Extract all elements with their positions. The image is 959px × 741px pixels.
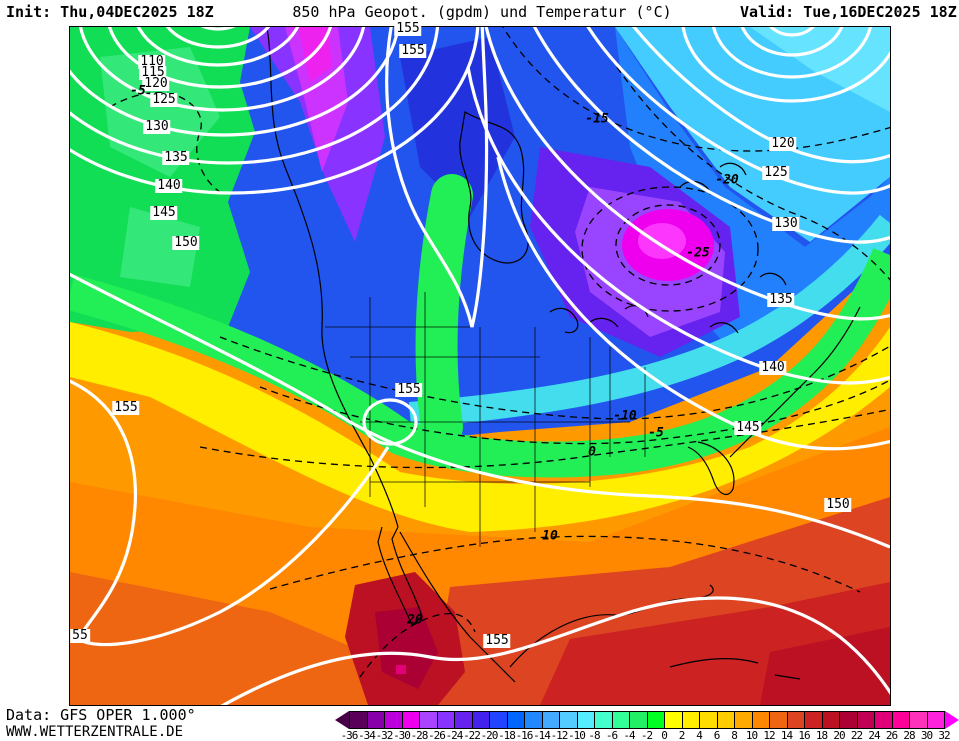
- colorbar-tick-label: -36: [340, 729, 359, 741]
- temperature-colorbar: [335, 711, 959, 729]
- colorbar-cells: [349, 711, 945, 729]
- colorbar-tick-label: 16: [798, 729, 810, 741]
- chart-title: 850 hPa Geopot. (gpdm) und Temperatur (°…: [292, 3, 672, 21]
- colorbar-cell: [840, 712, 858, 728]
- colorbar-tick-label: 12: [763, 729, 775, 741]
- colorbar-tick-label: -6: [605, 729, 618, 741]
- website-label: WWW.WETTERZENTRALE.DE: [6, 724, 184, 740]
- colorbar-cell: [367, 712, 385, 728]
- colorbar-tick-label: -20: [480, 729, 499, 741]
- colorbar-cell: [647, 712, 665, 728]
- colorbar-tick-label: 14: [780, 729, 793, 741]
- colorbar-cell: [402, 712, 420, 728]
- colorbar-tick-label: 10: [745, 729, 758, 741]
- colorbar-cell: [455, 712, 473, 728]
- colorbar-tick-label: 24: [868, 729, 880, 741]
- colorbar-tick-label: 20: [833, 729, 845, 741]
- colorbar-cell: [752, 712, 770, 728]
- colorbar-cell: [420, 712, 438, 728]
- colorbar-cell: [542, 712, 560, 728]
- colorbar-cell: [525, 712, 543, 728]
- colorbar-tick-label: -24: [445, 729, 464, 741]
- colorbar-cell: [857, 712, 875, 728]
- colorbar-tick-label: 30: [920, 729, 933, 741]
- colorbar-cell: [595, 712, 613, 728]
- colorbar-tick-label: -26: [428, 729, 446, 741]
- colorbar-cell: [472, 712, 490, 728]
- colorbar-cell: [560, 712, 578, 728]
- data-source-label: Data: GFS OPER 1.000°: [6, 706, 196, 724]
- colorbar-tick-label: -34: [358, 729, 376, 741]
- colorbar-tick-label: 8: [731, 729, 738, 741]
- colorbar-tick-label: 0: [661, 729, 668, 741]
- init-time-label: Init: Thu,04DEC2025 18Z: [6, 3, 214, 21]
- colorbar-tick-label: -4: [623, 729, 635, 741]
- colorbar-cell: [910, 712, 928, 728]
- colorbar-tick-label: -12: [550, 729, 569, 741]
- colorbar-cell: [577, 712, 595, 728]
- colorbar-tick-label: 18: [815, 729, 828, 741]
- colorbar-cell: [717, 712, 735, 728]
- colorbar-tick-label: -16: [515, 729, 534, 741]
- colorbar-cell: [437, 712, 455, 728]
- colorbar-cell: [630, 712, 648, 728]
- colorbar-cell: [612, 712, 630, 728]
- colorbar-cell: [700, 712, 718, 728]
- colorbar-cell: [665, 712, 683, 728]
- colorbar-tick-label: -30: [393, 729, 411, 741]
- colorbar-tick-label: 6: [713, 729, 721, 741]
- colorbar-cell: [735, 712, 753, 728]
- colorbar-tick-label: 28: [903, 729, 915, 741]
- colorbar-right-arrow-icon: [945, 711, 959, 729]
- colorbar-tick-label: -32: [375, 729, 394, 741]
- colorbar-tick-label: -28: [410, 729, 429, 741]
- colorbar-cell: [927, 712, 944, 728]
- colorbar-tick-label: 22: [850, 729, 863, 741]
- colorbar-tick-label: -22: [463, 729, 481, 741]
- colorbar-tick-label: -2: [640, 729, 653, 741]
- colorbar-left-arrow-icon: [335, 711, 349, 729]
- colorbar-cell: [892, 712, 910, 728]
- colorbar-tick-label: -8: [588, 729, 600, 741]
- colorbar-tick-label: 4: [696, 729, 703, 741]
- colorbar-cell: [787, 712, 805, 728]
- colorbar-cell: [822, 712, 840, 728]
- colorbar-tick-label: -18: [498, 729, 516, 741]
- colorbar-cell: [350, 712, 368, 728]
- colorbar-cell: [682, 712, 700, 728]
- colorbar-cell: [875, 712, 893, 728]
- colorbar-cell: [507, 712, 525, 728]
- colorbar-tick-label: 32: [938, 729, 950, 741]
- colorbar-tick-label: -14: [533, 729, 551, 741]
- colorbar-cell: [385, 712, 403, 728]
- colorbar-tick-label: 2: [678, 729, 686, 741]
- colorbar-cell: [490, 712, 508, 728]
- colorbar-tick-label: -10: [568, 729, 586, 741]
- weather-map: [69, 26, 891, 706]
- colorbar-tick-label: 26: [885, 729, 898, 741]
- valid-time-label: Valid: Tue,16DEC2025 18Z: [740, 3, 957, 21]
- weather-map-svg: [70, 27, 890, 705]
- colorbar-cell: [805, 712, 823, 728]
- colorbar-tick-labels: -36 -34 -32 -30 -28 -26 -24 -22 -20 -18 -16 -14 -12-…: [0, 729, 959, 741]
- colorbar-cell: [770, 712, 788, 728]
